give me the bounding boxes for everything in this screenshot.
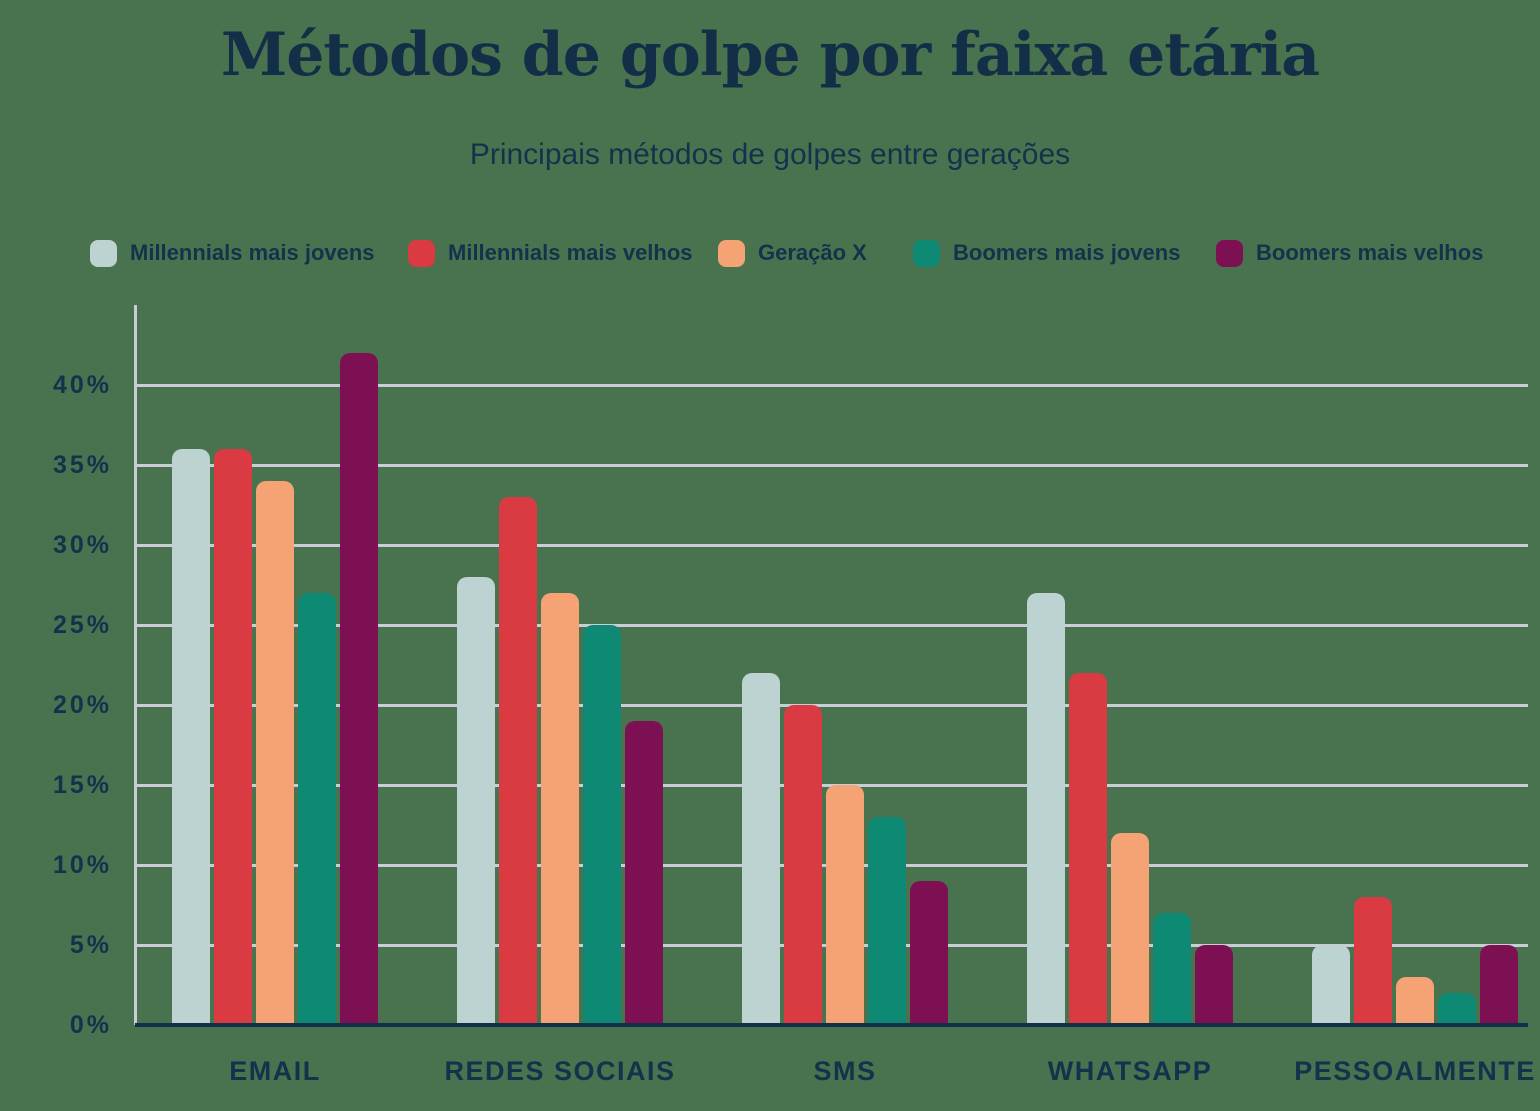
y-tick-label-20: 20%	[52, 691, 112, 719]
bar-whatsapp-boomers-mais-velhos	[1195, 945, 1233, 1025]
gridline-40	[135, 383, 1528, 387]
x-axis-label-whatsapp: WHATSAPP	[1047, 1056, 1213, 1086]
legend-item-boomers-mais-velhos: Boomers mais velhos	[1216, 239, 1483, 267]
bar-whatsapp-millennials-mais-jovens	[1027, 593, 1065, 1025]
bar-whatsapp-boomers-mais-jovens	[1153, 913, 1191, 1025]
legend-swatch-millennials-mais-velhos	[408, 239, 435, 267]
y-tick-label-15: 15%	[52, 771, 112, 799]
bar-redes-sociais-millennials-mais-velhos	[499, 497, 537, 1025]
bar-pessoalmente-boomers-mais-velhos	[1480, 945, 1518, 1025]
bar-sms-millennials-mais-velhos	[784, 705, 822, 1025]
y-tick-label-0: 0%	[69, 1011, 112, 1039]
legend-label: Millennials mais jovens	[130, 240, 375, 265]
bar-whatsapp-millennials-mais-velhos	[1069, 673, 1107, 1025]
legend-item-millennials-mais-velhos: Millennials mais velhos	[408, 239, 693, 267]
legend-item-boomers-mais-jovens: Boomers mais jovens	[913, 239, 1180, 267]
bar-sms-boomers-mais-jovens	[868, 817, 906, 1025]
bar-sms-geracao-x	[826, 785, 864, 1025]
y-tick-label-5: 5%	[69, 931, 112, 959]
gridline-20	[135, 703, 1528, 707]
bar-sms-millennials-mais-jovens	[742, 673, 780, 1025]
legend-item-millennials-mais-jovens: Millennials mais jovens	[90, 239, 375, 267]
bar-pessoalmente-geracao-x	[1396, 977, 1434, 1025]
y-tick-label-25: 25%	[52, 611, 112, 639]
legend-swatch-boomers-mais-jovens	[913, 239, 940, 267]
x-axis-baseline	[135, 1023, 1528, 1027]
legend-item-geracao-x: Geração X	[718, 239, 867, 267]
bar-pessoalmente-boomers-mais-jovens	[1438, 993, 1476, 1025]
legend-label: Geração X	[758, 240, 867, 265]
bar-email-boomers-mais-velhos	[340, 353, 378, 1025]
bar-sms-boomers-mais-velhos	[910, 881, 948, 1025]
y-tick-label-10: 10%	[52, 851, 112, 879]
legend-swatch-millennials-mais-jovens	[90, 239, 117, 267]
gridline-25	[135, 623, 1528, 627]
chart-subtitle: Principais métodos de golpes entre geraç…	[469, 138, 1071, 171]
bar-email-millennials-mais-velhos	[214, 449, 252, 1025]
gridline-35	[135, 463, 1528, 467]
y-tick-label-35: 35%	[52, 451, 112, 479]
x-axis-label-pessoalmente: PESSOALMENTE	[1294, 1056, 1536, 1086]
bar-redes-sociais-millennials-mais-jovens	[457, 577, 495, 1025]
bar-redes-sociais-boomers-mais-velhos	[625, 721, 663, 1025]
legend-label: Millennials mais velhos	[448, 240, 693, 265]
bar-redes-sociais-geracao-x	[541, 593, 579, 1025]
bar-email-boomers-mais-jovens	[298, 593, 336, 1025]
bar-email-millennials-mais-jovens	[172, 449, 210, 1025]
bar-pessoalmente-millennials-mais-velhos	[1354, 897, 1392, 1025]
gridline-30	[135, 543, 1528, 547]
x-axis-label-email: EMAIL	[229, 1056, 321, 1086]
y-tick-label-40: 40%	[52, 371, 112, 399]
bar-whatsapp-geracao-x	[1111, 833, 1149, 1025]
x-axis-label-redes-sociais: REDES SOCIAIS	[444, 1056, 676, 1086]
y-axis-line	[134, 305, 137, 1025]
legend-swatch-boomers-mais-velhos	[1216, 239, 1243, 267]
bar-email-geracao-x	[256, 481, 294, 1025]
legend-label: Boomers mais jovens	[953, 240, 1181, 265]
legend-label: Boomers mais velhos	[1256, 240, 1484, 265]
bar-pessoalmente-millennials-mais-jovens	[1312, 945, 1350, 1025]
legend-swatch-geracao-x	[718, 239, 745, 267]
y-tick-label-30: 30%	[52, 531, 112, 559]
bar-redes-sociais-boomers-mais-jovens	[583, 625, 621, 1025]
page-title: Métodos de golpe por faixa etária	[220, 20, 1320, 90]
x-axis-label-sms: SMS	[813, 1056, 877, 1086]
